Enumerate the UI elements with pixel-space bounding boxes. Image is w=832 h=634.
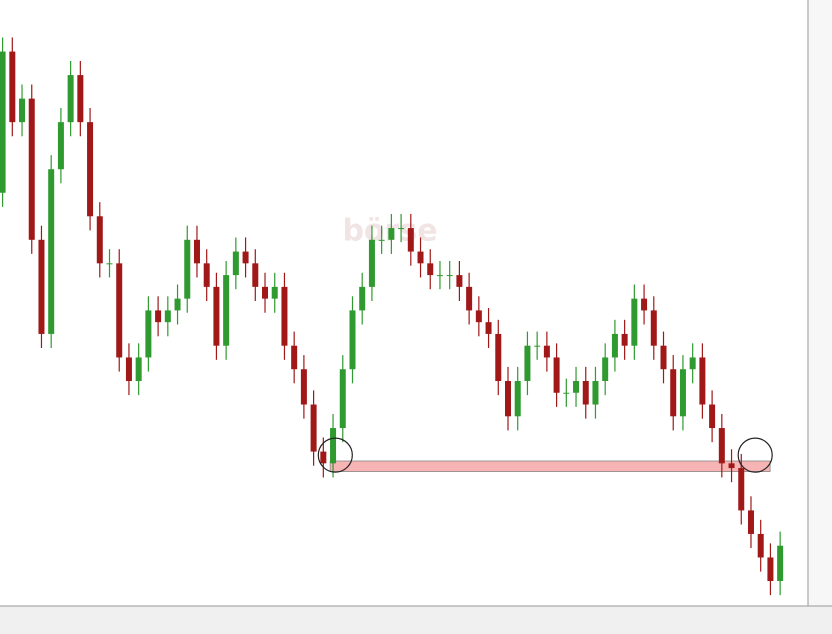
candle-body (747, 510, 754, 534)
x-axis-band (0, 606, 832, 634)
candle-body (718, 428, 725, 464)
candle-body (504, 380, 511, 417)
candle-body (689, 357, 696, 370)
candle-body (349, 310, 356, 370)
candle-body (660, 345, 667, 370)
candle-body (232, 251, 239, 276)
candle-body (728, 463, 735, 469)
candle-body (155, 310, 162, 323)
candle-body (0, 51, 6, 193)
support-zone (329, 460, 771, 472)
candle-body (670, 369, 677, 417)
candle-body (203, 263, 210, 287)
candle-body (378, 239, 385, 241)
candle-body (495, 333, 502, 381)
candle-body (193, 239, 200, 264)
candle-body (291, 345, 298, 370)
candle-body (563, 392, 570, 394)
candle-body (553, 357, 560, 393)
candle-body (87, 122, 94, 217)
candle-body (174, 298, 181, 311)
candle-body (135, 357, 142, 381)
candle-body (767, 557, 774, 582)
candle-body (28, 98, 35, 240)
candle-body (271, 286, 278, 299)
candle-body (543, 345, 550, 358)
candle-body (621, 333, 628, 346)
candle-body (699, 357, 706, 405)
candle-body (456, 275, 463, 287)
candle-body (106, 263, 113, 265)
candle-body (757, 533, 764, 558)
candle-body (485, 322, 492, 334)
candle-body (184, 239, 191, 299)
candle-body (427, 263, 434, 276)
candle-body (145, 310, 152, 358)
candle-body (252, 263, 259, 287)
candle-body (514, 380, 521, 417)
candle-body (300, 369, 307, 405)
candle-body (242, 251, 249, 264)
candle-body (573, 380, 580, 393)
candle-body (534, 345, 541, 347)
candle-body (368, 239, 375, 287)
y-axis-band (808, 0, 832, 606)
candle-body (320, 451, 327, 464)
candle-body (57, 122, 64, 170)
candle-body (475, 310, 482, 323)
candle-body (679, 369, 686, 417)
candle-body (777, 545, 784, 582)
candle-body (407, 228, 414, 252)
candle-body (398, 228, 405, 230)
candle-body (310, 404, 317, 452)
candle-body (359, 286, 366, 311)
candle-body (67, 75, 74, 123)
candle-body (19, 98, 26, 123)
candle-body (77, 75, 84, 123)
highlight-circle (737, 437, 773, 473)
candle-body (709, 404, 716, 429)
candle-body (38, 239, 45, 334)
candle-body (446, 275, 453, 277)
candle-body (125, 357, 132, 381)
candle-body (602, 357, 609, 381)
candle-body (592, 380, 599, 405)
candle-body (388, 228, 395, 240)
candle-body (436, 275, 443, 277)
plot-area (0, 0, 808, 606)
candle-body (262, 286, 269, 299)
candle-body (330, 428, 337, 464)
candle-body (524, 345, 531, 381)
candle-body (582, 380, 589, 405)
candle-body (223, 275, 230, 346)
highlight-circle (317, 437, 353, 473)
candle-body (9, 51, 16, 123)
candle-body (631, 298, 638, 346)
candle-body (738, 468, 745, 511)
candle-body (650, 310, 657, 346)
candle-body (339, 369, 346, 429)
candle-body (611, 333, 618, 358)
candle-body (641, 298, 648, 311)
candle-body (48, 169, 55, 334)
candle-body (281, 286, 288, 346)
candle-body (96, 216, 103, 264)
candle-body (116, 263, 123, 358)
candle-body (466, 286, 473, 311)
candle-body (417, 251, 424, 264)
candle-body (213, 286, 220, 346)
candle-body (164, 310, 171, 323)
